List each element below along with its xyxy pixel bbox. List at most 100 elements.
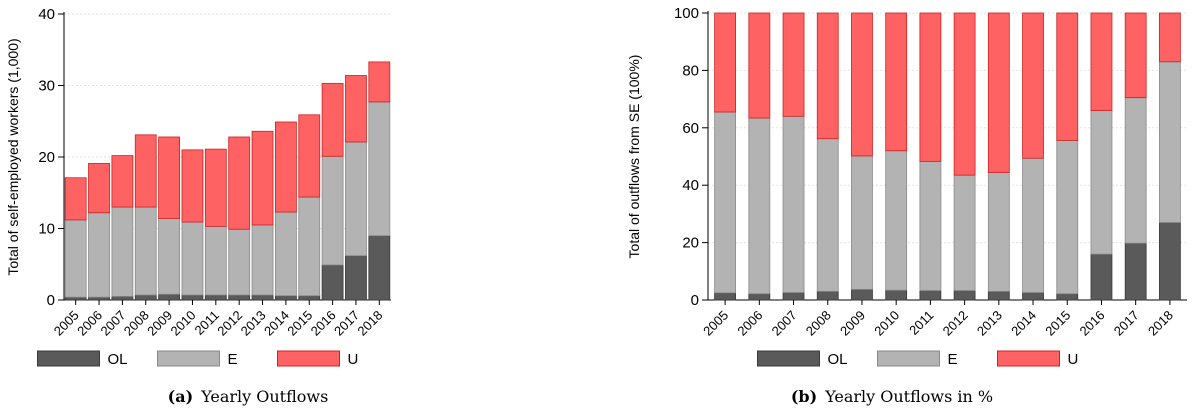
bar-e-2013 — [251, 224, 274, 296]
x-tick-label: 2014 — [261, 308, 292, 339]
legend-label-u: U — [348, 351, 359, 368]
bar-ol-2010 — [885, 289, 908, 301]
bar-u-2007 — [782, 12, 805, 117]
legend-swatch-u — [277, 350, 340, 367]
bar-ol-2017 — [345, 255, 367, 301]
x-tick-label: 2016 — [308, 308, 339, 339]
bar-ol-2017 — [1124, 242, 1147, 301]
bar-e-2008 — [816, 138, 839, 292]
x-tick-label: 2018 — [354, 308, 385, 339]
bar-ol-2006 — [88, 296, 110, 301]
bar-ol-2015 — [1056, 293, 1079, 301]
y-tick-label: 30 — [38, 78, 55, 95]
caption-text: Yearly Outflows — [200, 387, 328, 406]
bar-ol-2007 — [782, 292, 805, 301]
bar-ol-2008 — [134, 294, 157, 301]
bar-e-2009 — [851, 155, 873, 290]
bar-ol-2011 — [204, 294, 227, 301]
bar-ol-2014 — [274, 295, 297, 301]
caption-label: (a) — [168, 387, 194, 406]
x-tick-label: 2009 — [144, 308, 175, 339]
x-tick-label: 2006 — [734, 308, 765, 339]
bar-ol-2011 — [919, 290, 942, 301]
bar-ol-2005 — [714, 292, 737, 301]
bar-e-2015 — [298, 196, 321, 297]
y-tick-label: 100 — [674, 5, 699, 22]
bar-e-2011 — [919, 160, 942, 291]
bar-u-2017 — [1124, 12, 1147, 99]
bar-e-2007 — [111, 206, 134, 297]
bar-e-2009 — [158, 218, 181, 295]
x-tick-label: 2016 — [1077, 308, 1108, 339]
bar-u-2018 — [368, 61, 391, 103]
legend-swatch-ol — [37, 350, 100, 367]
bar-u-2010 — [181, 149, 204, 223]
bar-u-2015 — [298, 114, 321, 198]
caption-text: Yearly Outflows in % — [824, 387, 993, 406]
y-tick-label: 20 — [38, 149, 55, 166]
y-tick-label: 0 — [47, 292, 55, 309]
x-tick-label: 2015 — [1042, 308, 1073, 339]
bar-u-2016 — [321, 82, 344, 157]
bar-ol-2013 — [987, 290, 1010, 301]
bar-ol-2005 — [64, 296, 87, 301]
bar-u-2012 — [228, 136, 251, 230]
bar-u-2016 — [1090, 12, 1113, 111]
legend: OL E U — [37, 350, 359, 368]
caption: (b) Yearly Outflows in % — [791, 387, 993, 406]
bar-u-2011 — [204, 148, 227, 227]
bar-u-2005 — [714, 12, 737, 113]
panel-a: 0102030402005200620072008200920102011201… — [5, 6, 391, 406]
legend-swatch-u — [997, 350, 1060, 367]
bar-ol-2016 — [321, 264, 344, 301]
legend: OL E U — [757, 350, 1078, 368]
legend-label-e: E — [948, 351, 958, 368]
bar-e-2017 — [345, 141, 367, 257]
x-tick-label: 2012 — [940, 308, 971, 339]
bar-ol-2007 — [111, 296, 134, 301]
bar-u-2008 — [134, 134, 157, 208]
bar-e-2005 — [714, 111, 737, 294]
bar-ol-2012 — [228, 294, 251, 301]
bar-u-2014 — [274, 121, 297, 213]
y-tick-label: 80 — [682, 62, 699, 79]
bar-ol-2009 — [158, 293, 181, 301]
bar-u-2009 — [851, 12, 873, 157]
x-tick-label: 2014 — [1008, 308, 1039, 339]
x-tick-label: 2009 — [837, 308, 868, 339]
bar-ol-2012 — [953, 290, 976, 301]
legend-label-ol: OL — [108, 351, 128, 368]
x-tick-label: 2008 — [121, 308, 152, 339]
bar-ol-2013 — [251, 294, 274, 301]
bar-u-2013 — [987, 12, 1010, 173]
bar-e-2006 — [748, 117, 771, 295]
bar-e-2016 — [1090, 110, 1113, 255]
y-tick-label: 60 — [682, 120, 699, 137]
x-tick-label: 2018 — [1145, 308, 1176, 339]
bar-u-2006 — [748, 12, 771, 119]
bar-e-2012 — [953, 174, 976, 291]
x-tick-label: 2017 — [331, 308, 362, 339]
bar-e-2011 — [204, 225, 227, 296]
bar-ol-2009 — [851, 288, 873, 301]
bar-e-2014 — [1022, 157, 1044, 293]
bar-ol-2018 — [368, 235, 391, 301]
bar-e-2006 — [88, 212, 110, 298]
x-tick-label: 2017 — [1111, 308, 1142, 339]
legend-swatch-ol — [757, 350, 820, 367]
bar-ol-2015 — [298, 295, 321, 301]
bar-u-2008 — [816, 12, 839, 140]
x-tick-label: 2010 — [871, 308, 902, 339]
legend-label-ol: OL — [828, 351, 848, 368]
bar-e-2015 — [1056, 140, 1079, 295]
x-tick-label: 2005 — [51, 308, 82, 339]
bar-ol-2018 — [1158, 222, 1181, 301]
y-tick-label: 40 — [38, 6, 55, 23]
x-tick-label: 2012 — [214, 308, 245, 339]
bar-u-2011 — [919, 12, 942, 162]
bar-e-2008 — [134, 206, 157, 296]
bar-e-2014 — [274, 211, 297, 297]
x-tick-label: 2011 — [906, 308, 936, 338]
y-tick-label: 20 — [682, 235, 699, 252]
